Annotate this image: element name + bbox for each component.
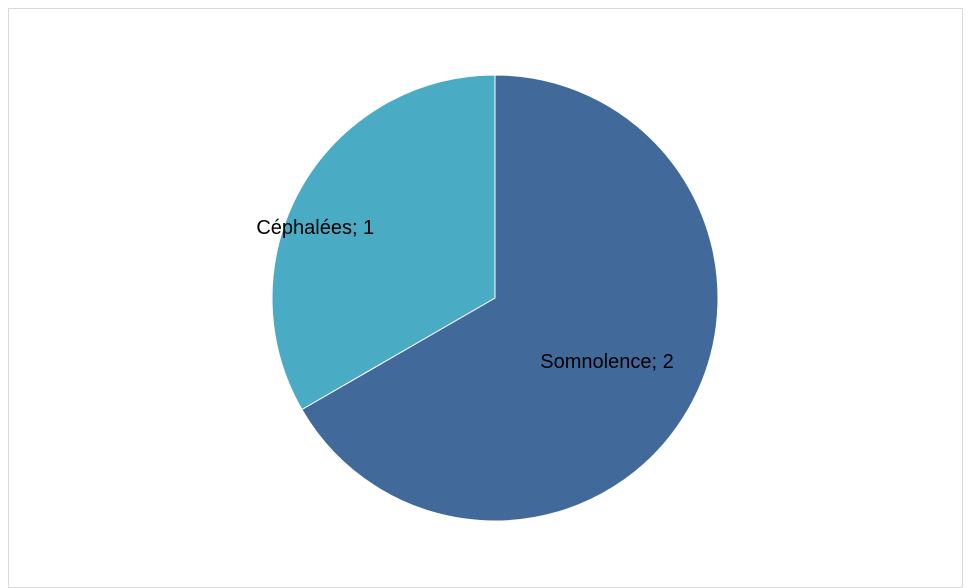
pie-slice-somnolence bbox=[301, 74, 719, 522]
pie-slices bbox=[271, 74, 719, 522]
data-label-cephalees: Céphalées; 1 bbox=[256, 217, 374, 239]
pie-slice-cephalees bbox=[271, 74, 496, 411]
data-label-somnolence: Somnolence; 2 bbox=[540, 351, 673, 373]
pie-labels: Somnolence; 2 Céphalées; 1 bbox=[256, 217, 673, 373]
